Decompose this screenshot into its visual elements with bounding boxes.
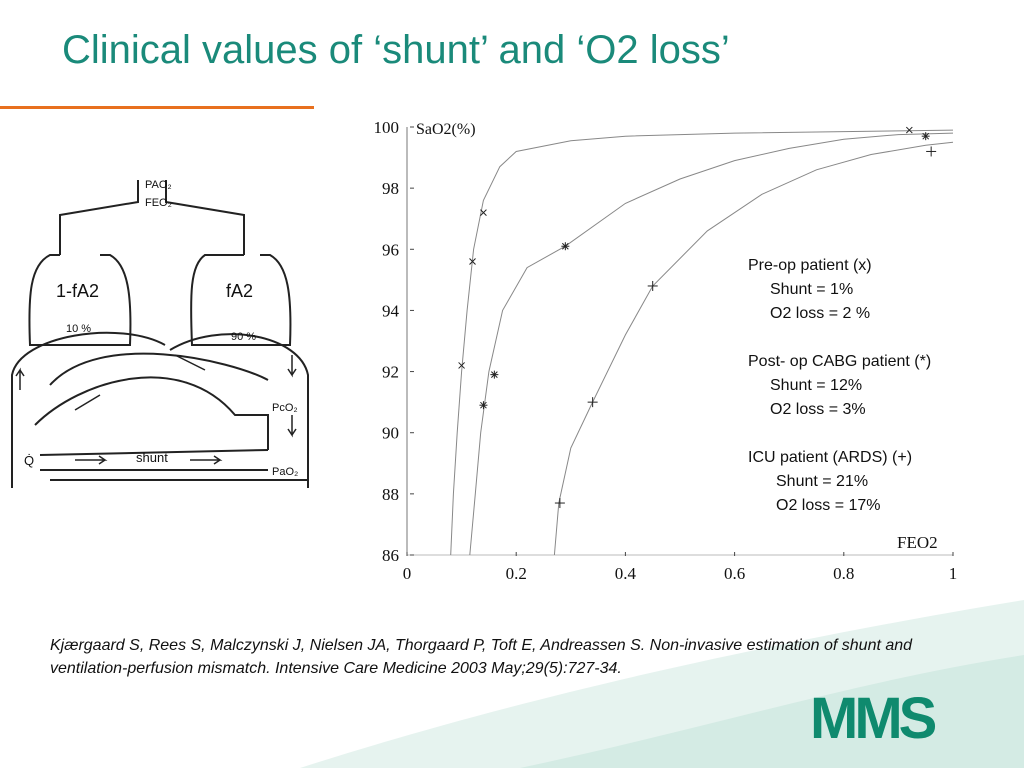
y-tick-label: 88 [382, 485, 399, 504]
x-tick-label: 0.8 [833, 564, 854, 583]
pco2-label: PcO₂ [272, 402, 298, 414]
y-tick-label: 90 [382, 424, 399, 443]
preop-o2-loss: O2 loss = 2 % [770, 305, 871, 322]
data-point-1 [469, 258, 476, 265]
x-tick-label: 0 [403, 564, 412, 583]
lung-model-diagram: PAO₂ FEO₂ 1-fA2 fA2 10 % 90 % PcO₂ Q̇ sh… [11, 179, 309, 488]
q-label: Q̇ [24, 453, 34, 468]
postop-shunt: Shunt = 12% [770, 377, 863, 394]
icu-o2-loss: O2 loss = 17% [776, 497, 881, 514]
series-curve-1 [450, 129, 954, 556]
preop-shunt: Shunt = 1% [770, 281, 854, 298]
data-point-2 [479, 401, 488, 410]
data-point-2 [490, 370, 499, 379]
data-point-3 [587, 397, 598, 408]
x-tick-label: 0.4 [615, 564, 637, 583]
left-compartment-label: 1-fA2 [56, 281, 99, 301]
x-tick-label: 1 [949, 564, 958, 583]
data-point-1 [905, 126, 913, 134]
series-curve-3 [553, 141, 954, 556]
citation: Kjærgaard S, Rees S, Malczynski J, Niels… [50, 637, 913, 677]
logo-text: MMS [810, 686, 936, 746]
title-underline [0, 106, 314, 109]
data-point-1 [480, 209, 487, 216]
pao2-arterial-label: PaO₂ [272, 466, 298, 478]
right-percent-label: 90 % [231, 331, 256, 343]
series-curve-2 [469, 132, 954, 556]
data-point-3 [647, 280, 658, 291]
shunt-label: shunt [136, 450, 168, 465]
y-tick-label: 86 [382, 546, 399, 565]
x-axis-label: FEO2 [897, 533, 938, 552]
postop-title: Post- op CABG patient (*) [748, 353, 932, 370]
y-axis-label: SaO2(%) [416, 121, 476, 138]
patient-legend: Pre-op patient (x) Shunt = 1% O2 loss = … [748, 254, 1008, 518]
x-tick-label: 0.6 [724, 564, 745, 583]
y-tick-label: 100 [374, 118, 400, 137]
feo2-label: FEO₂ [145, 197, 172, 209]
data-point-2 [561, 242, 570, 251]
preop-title: Pre-op patient (x) [748, 257, 872, 274]
pao2-label: PAO₂ [145, 179, 172, 191]
y-tick-label: 94 [382, 301, 400, 320]
icu-title: ICU patient (ARDS) (+) [748, 449, 913, 466]
y-tick-label: 96 [382, 240, 399, 259]
data-point-1 [458, 362, 465, 369]
x-tick-label: 0.2 [506, 564, 527, 583]
data-point-3 [926, 146, 937, 157]
postop-o2-loss: O2 loss = 3% [770, 401, 866, 418]
right-compartment-label: fA2 [226, 281, 253, 301]
slide-title: Clinical values of ‘shunt’ and ‘O2 loss’ [62, 28, 730, 72]
left-percent-label: 10 % [66, 323, 91, 335]
y-tick-label: 98 [382, 179, 399, 198]
background-wave [300, 600, 1024, 768]
mms-logo: MMS [810, 686, 940, 746]
data-point-3 [554, 498, 565, 509]
icu-shunt: Shunt = 21% [776, 473, 869, 490]
data-point-2 [921, 132, 930, 141]
y-tick-label: 92 [382, 363, 399, 382]
